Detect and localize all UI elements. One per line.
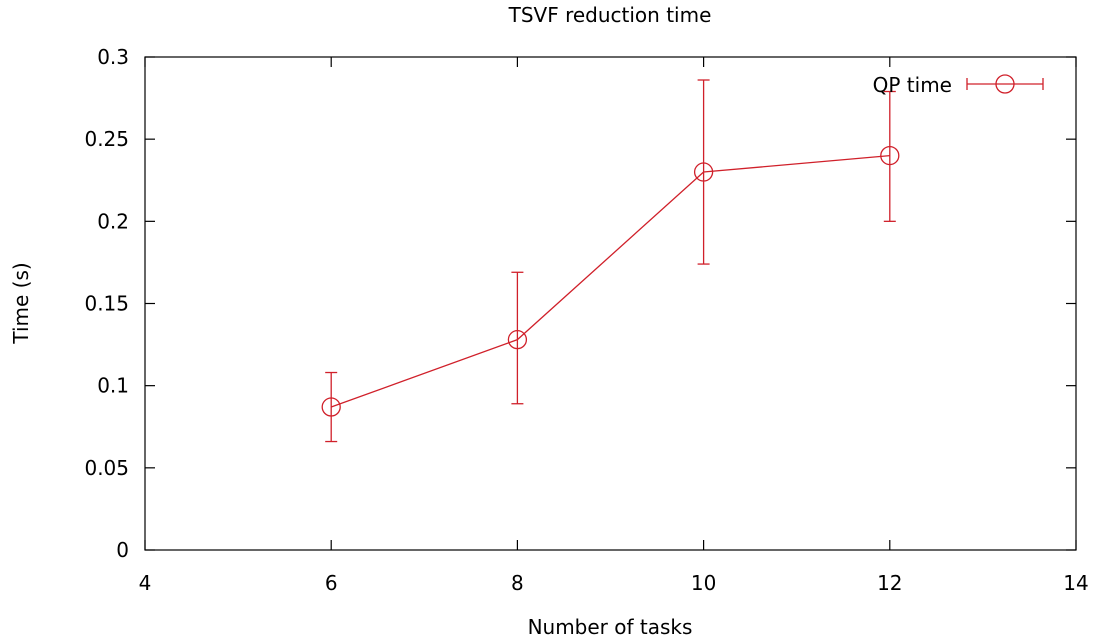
x-tick-label: 8 xyxy=(511,571,524,595)
series-layer xyxy=(321,79,900,443)
legend-label: QP time xyxy=(873,73,952,97)
x-tick-label: 6 xyxy=(325,571,338,595)
x-tick-label: 4 xyxy=(139,571,152,595)
y-tick-label: 0.1 xyxy=(97,374,129,398)
y-tick-label: 0 xyxy=(116,538,129,562)
y-tick-label: 0.25 xyxy=(84,127,129,151)
data-point xyxy=(507,330,528,350)
plot-frame xyxy=(144,56,1077,551)
ticks-layer: 4 6 8 10 12 14 0 0.05 0.1 0.15 0.2 0.25 0.3 xyxy=(84,45,1088,595)
chart-title: TSVF reduction time xyxy=(508,3,712,27)
data-point xyxy=(321,397,341,417)
y-tick-label: 0.2 xyxy=(97,209,129,233)
legend-swatch xyxy=(966,74,1044,94)
legend-marker xyxy=(995,74,1015,94)
y-axis-title: Time (s) xyxy=(9,262,33,344)
x-tick-label: 14 xyxy=(1063,571,1088,595)
y-tick-label: 0.05 xyxy=(84,456,129,480)
x-axis-title: Number of tasks xyxy=(528,615,693,639)
legend: QP time xyxy=(873,73,1044,97)
x-tick-label: 12 xyxy=(877,571,902,595)
y-tick-label: 0.3 xyxy=(97,45,129,69)
y-tick-label: 0.15 xyxy=(84,292,129,316)
data-point xyxy=(880,145,900,166)
data-point xyxy=(693,162,714,182)
series-line xyxy=(330,154,890,408)
x-tick-label: 10 xyxy=(691,571,716,595)
